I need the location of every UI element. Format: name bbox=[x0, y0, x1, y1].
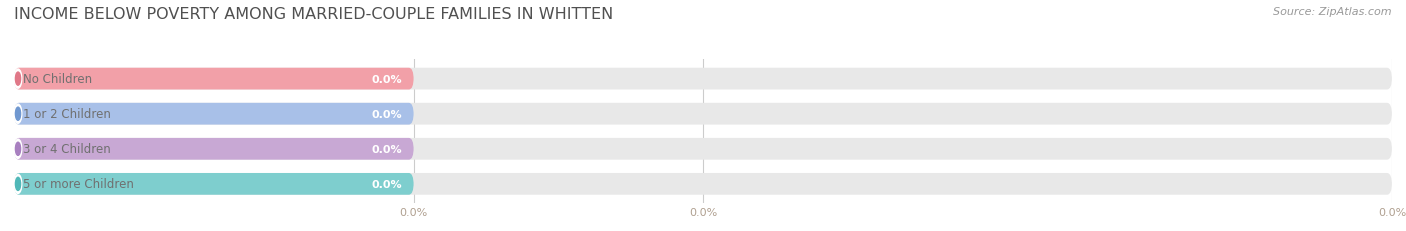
Text: 1 or 2 Children: 1 or 2 Children bbox=[22, 108, 111, 121]
Text: 5 or more Children: 5 or more Children bbox=[22, 178, 134, 191]
Text: 0.0%: 0.0% bbox=[373, 179, 402, 189]
FancyBboxPatch shape bbox=[14, 173, 1392, 195]
FancyBboxPatch shape bbox=[14, 68, 413, 90]
Text: 0.0%: 0.0% bbox=[373, 109, 402, 119]
FancyBboxPatch shape bbox=[14, 173, 413, 195]
Circle shape bbox=[15, 73, 21, 86]
Circle shape bbox=[14, 140, 21, 159]
Circle shape bbox=[14, 70, 21, 89]
Circle shape bbox=[15, 108, 21, 121]
Text: INCOME BELOW POVERTY AMONG MARRIED-COUPLE FAMILIES IN WHITTEN: INCOME BELOW POVERTY AMONG MARRIED-COUPL… bbox=[14, 7, 613, 22]
FancyBboxPatch shape bbox=[14, 138, 1392, 160]
Circle shape bbox=[14, 105, 21, 124]
Circle shape bbox=[15, 143, 21, 156]
FancyBboxPatch shape bbox=[14, 103, 413, 125]
Text: Source: ZipAtlas.com: Source: ZipAtlas.com bbox=[1274, 7, 1392, 17]
Text: 3 or 4 Children: 3 or 4 Children bbox=[22, 143, 111, 156]
FancyBboxPatch shape bbox=[14, 138, 413, 160]
Circle shape bbox=[15, 177, 21, 191]
Text: 0.0%: 0.0% bbox=[373, 144, 402, 154]
Circle shape bbox=[14, 174, 21, 194]
FancyBboxPatch shape bbox=[14, 103, 1392, 125]
Text: 0.0%: 0.0% bbox=[373, 74, 402, 84]
Text: No Children: No Children bbox=[22, 73, 91, 86]
FancyBboxPatch shape bbox=[14, 68, 1392, 90]
